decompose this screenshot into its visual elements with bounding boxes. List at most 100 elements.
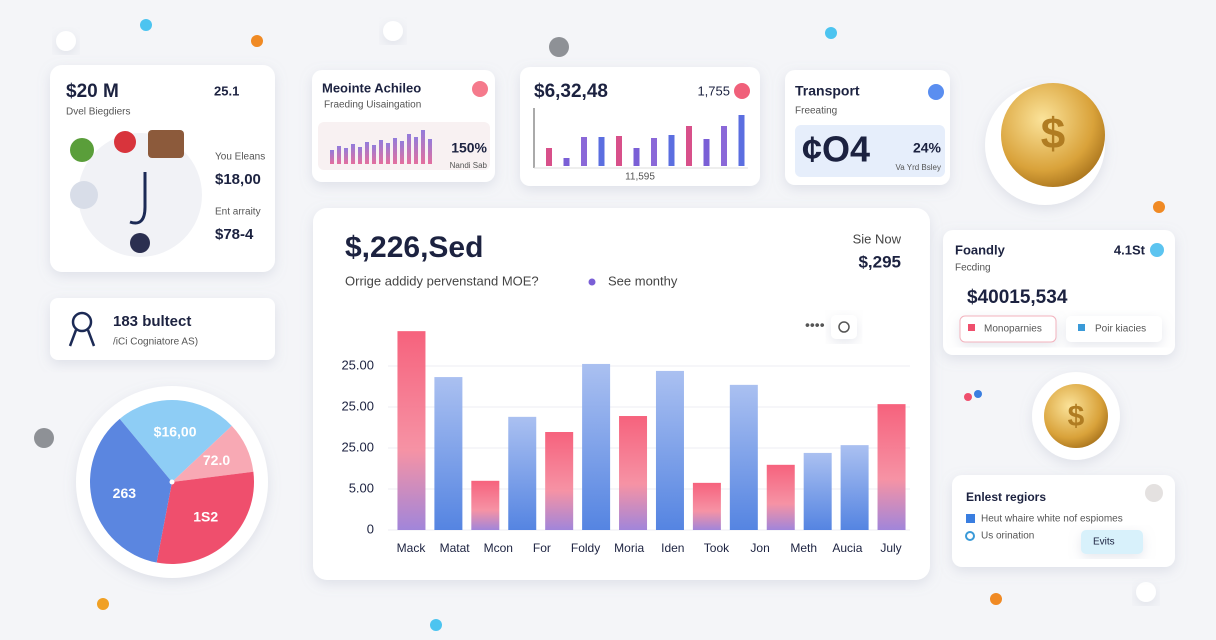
mini-bar (563, 158, 570, 166)
mini-bar (668, 135, 675, 166)
mini-bar (598, 137, 605, 166)
x-tick-label: Iden (661, 541, 684, 555)
icon (71, 311, 93, 333)
bar (434, 377, 463, 530)
x-tick-label: July (880, 541, 901, 555)
decor-dot (97, 598, 109, 610)
x-tick-label: Jon (750, 541, 769, 555)
x-tick-label: Matat (440, 541, 471, 555)
button[interactable] (1081, 530, 1143, 554)
food (70, 181, 98, 209)
pie-slice (156, 471, 254, 564)
mini-bar (703, 139, 710, 166)
bar (655, 370, 684, 530)
decor-ball (56, 31, 76, 51)
decor-dot (140, 19, 152, 31)
decor-ball (383, 21, 403, 41)
button-icon (968, 324, 975, 331)
card (50, 298, 275, 360)
decor-dot (964, 393, 972, 401)
bar (471, 480, 500, 530)
mini-bar (738, 115, 745, 166)
mini-bar (686, 126, 692, 166)
mini-bar (651, 138, 657, 166)
x-tick-label: Foldy (571, 541, 600, 555)
value: $18,00 (215, 171, 261, 188)
bar (803, 452, 832, 530)
coin-symbol: $ (1068, 400, 1085, 433)
pie-slice (89, 418, 172, 563)
decor-dot (1153, 201, 1165, 213)
title: Foandly (955, 242, 1006, 257)
subtitle: Fecding (955, 263, 991, 274)
badge: 4.1St (1114, 242, 1146, 257)
legend-dot (588, 278, 596, 286)
food (114, 131, 136, 153)
mini-bar (546, 148, 552, 166)
badge: 1,755 (697, 83, 730, 98)
side-value: $,295 (858, 252, 901, 271)
footer: 11,595 (625, 172, 655, 183)
bar (508, 416, 537, 530)
y-tick-label: 25.00 (341, 357, 374, 372)
item-icon (965, 531, 975, 541)
menu-dots[interactable]: •••• (805, 317, 825, 333)
badge: 25.1 (214, 83, 239, 98)
subtitle: Freeating (795, 106, 837, 117)
x-tick-label: Mack (397, 541, 427, 555)
food (148, 130, 184, 158)
pie-label: $16,00 (154, 424, 197, 440)
decor-dot (825, 27, 837, 39)
y-tick-label: 25.00 (341, 439, 374, 454)
subtitle: /iCi Cogniatore AS) (113, 337, 198, 348)
bar (397, 331, 426, 530)
note: Nandi Sab (450, 161, 488, 170)
status-dot (928, 84, 944, 100)
pie-label: 72.0 (203, 452, 230, 468)
bar (877, 404, 906, 530)
button[interactable] (1066, 316, 1162, 342)
x-tick-label: Took (704, 541, 730, 555)
main-title: $,226,Sed (345, 231, 483, 264)
status-dot (1150, 243, 1164, 257)
button[interactable] (959, 315, 1057, 343)
amount: $20 M (66, 81, 119, 102)
highlight (795, 125, 945, 177)
decor-ball (1136, 582, 1156, 602)
coin (1044, 384, 1108, 448)
icon (68, 329, 96, 347)
percent: 24% (913, 140, 942, 156)
main-subtitle: Orrige addidy pervenstand MOE? (345, 273, 539, 288)
title: Transport (795, 83, 860, 99)
amount: $40015,534 (967, 287, 1068, 308)
bar (729, 384, 758, 530)
refresh-button[interactable] (831, 315, 857, 339)
value: $78-4 (215, 226, 254, 243)
mini-bar (633, 148, 640, 166)
x-tick-label: Mcon (484, 541, 513, 555)
title: Enlest regiors (966, 490, 1046, 504)
item: Us orination (981, 531, 1034, 542)
title: Meointe Achileo (322, 80, 421, 95)
mini-bar (581, 137, 587, 166)
legend: See monthy (608, 273, 678, 288)
button-label: Evits (1093, 537, 1115, 548)
pie-center (169, 479, 175, 485)
mini-bars (330, 130, 432, 164)
refresh-icon (838, 321, 850, 333)
x-tick-label: Aucia (832, 541, 862, 555)
coin-symbol: $ (1041, 110, 1065, 159)
bar (582, 363, 611, 530)
label: Ent arraity (215, 207, 261, 218)
note: Va Yrd Bsley (895, 163, 941, 172)
decor-dot (990, 593, 1002, 605)
button-icon (1078, 324, 1085, 331)
pie-slice (172, 425, 254, 482)
decor-dot (974, 390, 982, 398)
pie-label: 263 (113, 485, 137, 501)
pie-label: 1S2 (193, 509, 218, 525)
decor-dot (430, 619, 442, 631)
avatar (1145, 484, 1163, 502)
label: You Eleans (215, 152, 265, 163)
